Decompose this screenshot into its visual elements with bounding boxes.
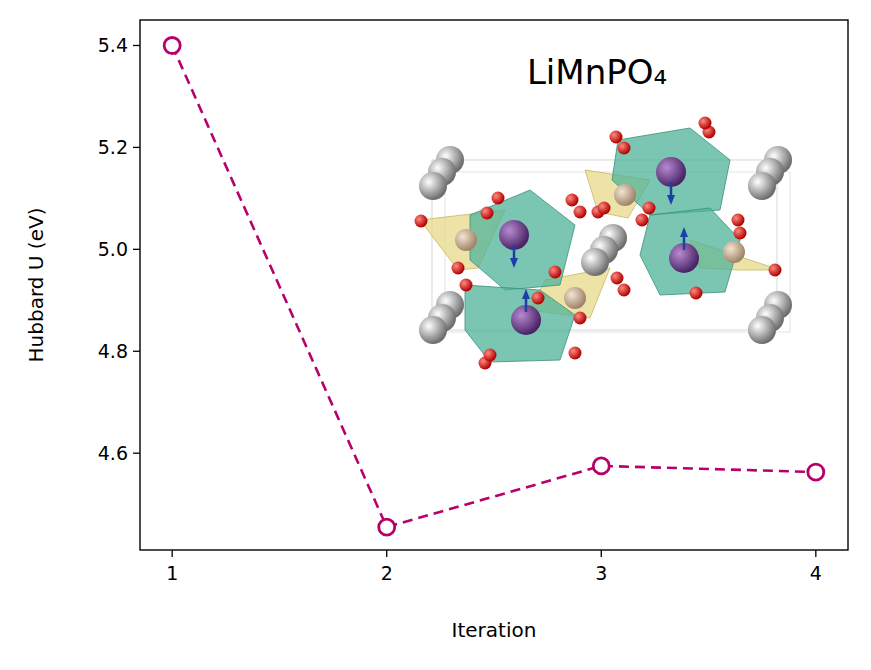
- o-atom: [492, 192, 505, 205]
- plot-frame: [140, 20, 848, 550]
- o-atom: [769, 264, 782, 277]
- o-atom: [618, 142, 631, 155]
- point: [808, 464, 824, 480]
- o-atom: [598, 202, 611, 215]
- point: [164, 37, 180, 53]
- spin-arrow-head: [680, 227, 688, 237]
- x-tick-label: 3: [595, 562, 607, 584]
- point: [379, 519, 395, 535]
- x-axis-label: Iteration: [452, 618, 537, 642]
- o-atom: [734, 227, 747, 240]
- title: LiMnPO₄: [527, 52, 667, 92]
- o-atom: [532, 292, 545, 305]
- p-atom: [455, 229, 477, 251]
- series-line: [172, 45, 816, 527]
- y-tick-label: 5.0: [98, 238, 128, 260]
- p-atom: [723, 241, 745, 263]
- o-atom: [481, 207, 494, 220]
- o-atom: [618, 284, 631, 297]
- li-atom: [581, 248, 609, 276]
- x-tick-label: 4: [810, 562, 822, 584]
- x-tick-label: 2: [381, 562, 393, 584]
- x-tick: [386, 550, 387, 557]
- x-tick: [815, 550, 816, 557]
- o-atom: [732, 214, 745, 227]
- y-tick: [133, 453, 140, 454]
- x-tick-label: 1: [166, 562, 178, 584]
- y-tick-label: 5.2: [98, 136, 128, 158]
- o-atom: [569, 347, 582, 360]
- spin-arrow-head: [510, 258, 518, 268]
- y-axis-label: Hubbard U (eV): [24, 208, 48, 363]
- y-tick: [133, 351, 140, 352]
- o-atom: [566, 194, 579, 207]
- y-tick: [133, 147, 140, 148]
- mno6-octahedron: [465, 285, 575, 362]
- y-tick-label: 4.8: [98, 340, 128, 362]
- o-atom: [574, 206, 587, 219]
- o-atom: [452, 262, 465, 275]
- x-tick: [172, 550, 173, 557]
- o-atom: [484, 349, 497, 362]
- spin-arrow-head: [522, 289, 530, 299]
- li-atom: [748, 316, 776, 344]
- o-atom: [610, 131, 623, 144]
- y-tick: [133, 249, 140, 250]
- o-atom: [415, 215, 428, 228]
- point: [593, 458, 609, 474]
- p-atom: [564, 287, 586, 309]
- data-group: [164, 37, 824, 535]
- o-atom: [643, 202, 656, 215]
- chart: LiMnPO₄ 4.6 4.8 5.0 5.2 5.4 1 2 3 4 Iteration Hubba…: [0, 0, 871, 670]
- o-atom: [699, 117, 712, 130]
- y-tick-label: 4.6: [98, 442, 128, 464]
- o-atom: [636, 214, 649, 227]
- x-tick: [601, 550, 602, 557]
- y-tick: [133, 45, 140, 46]
- li-atom: [419, 316, 447, 344]
- o-atom: [460, 279, 473, 292]
- mno6-octahedron: [612, 128, 730, 215]
- axes: 4.6 4.8 5.0 5.2 5.4 1 2 3 4: [98, 34, 822, 584]
- li-atom: [748, 172, 776, 200]
- o-atom: [574, 312, 587, 325]
- p-atom: [614, 184, 636, 206]
- structure-inset: [415, 117, 793, 370]
- o-atom: [611, 272, 624, 285]
- y-tick-label: 5.4: [98, 34, 128, 56]
- o-atom: [549, 266, 562, 279]
- o-atom: [690, 287, 703, 300]
- mno6-octahedron: [470, 190, 575, 290]
- spin-arrow-head: [667, 195, 675, 205]
- li-atom: [419, 172, 447, 200]
